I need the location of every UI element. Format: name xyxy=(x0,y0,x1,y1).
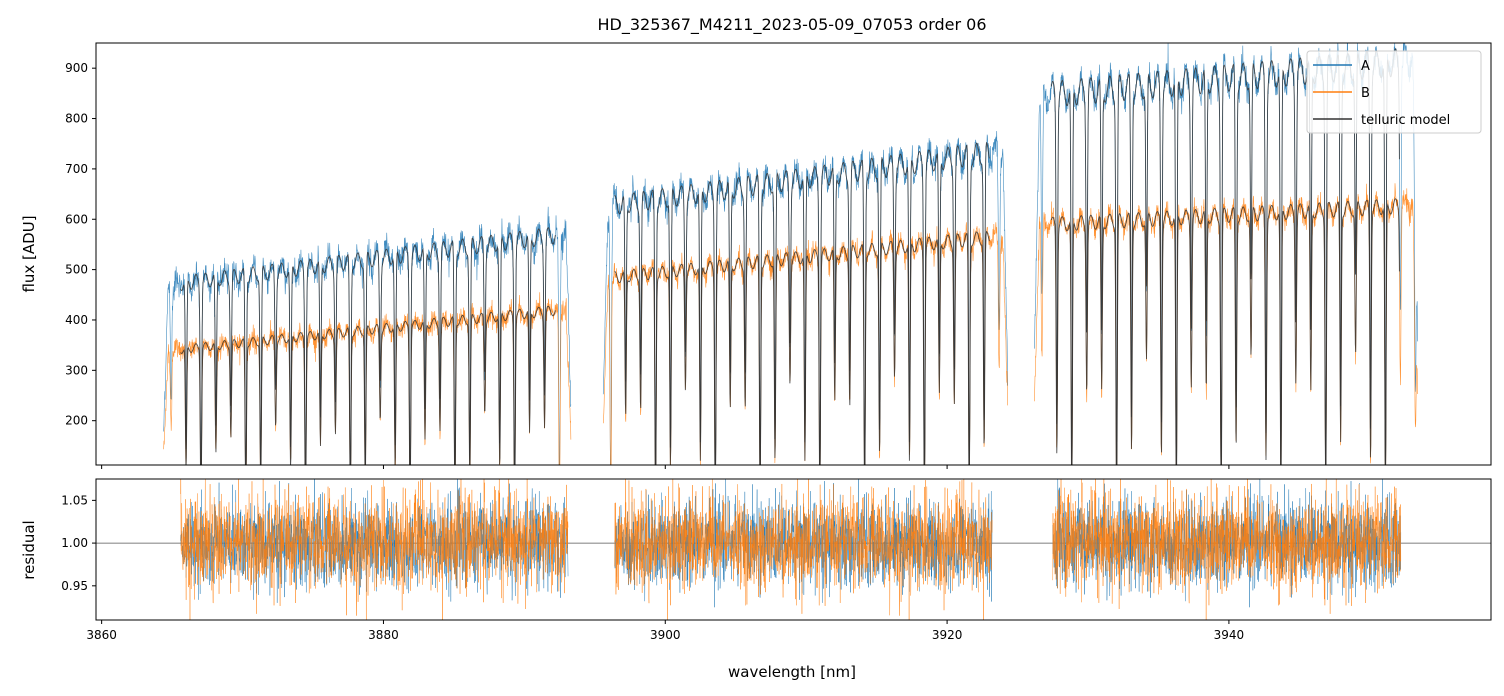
x-tick-label: 3920 xyxy=(932,628,963,642)
telluric-model-b-segment-2 xyxy=(614,231,990,465)
x-tick-label: 3900 xyxy=(650,628,681,642)
flux-series-group xyxy=(163,43,1419,465)
residual-x-ticks: 3860 3880 3900 3920 3940 xyxy=(86,620,1244,642)
chart-title: HD_325367_M4211_2023-05-09_07053 order 0… xyxy=(597,15,986,35)
flux-y-tick-label: 500 xyxy=(65,263,88,277)
flux-y-tick-label: 200 xyxy=(65,414,88,428)
telluric-model-a-segment-1 xyxy=(180,227,556,465)
flux-y-tick-label: 700 xyxy=(65,162,88,176)
x-tick-label: 3940 xyxy=(1214,628,1245,642)
legend-box xyxy=(1306,50,1482,134)
residual-series-b-segment-1 xyxy=(180,479,569,620)
residual-y-tick-label: 0.95 xyxy=(61,579,88,593)
flux-y-tick-label: 900 xyxy=(65,61,88,75)
legend: A B telluric model xyxy=(1306,50,1482,134)
residual-series-b-segment-3 xyxy=(1052,479,1402,620)
x-tick-label: 3860 xyxy=(86,628,117,642)
legend-label-a: A xyxy=(1361,59,1370,74)
flux-y-tick-label: 300 xyxy=(65,363,88,377)
flux-x-ticks xyxy=(101,465,1230,469)
residual-series-b-segment-2 xyxy=(614,479,993,620)
residual-y-tick-label: 1.00 xyxy=(61,536,88,550)
x-tick-label: 3880 xyxy=(368,628,399,642)
legend-label-b: B xyxy=(1361,86,1370,101)
residual-y-axis-label: residual xyxy=(20,520,38,579)
flux-panel-frame xyxy=(95,42,1492,466)
residual-panel: 0.95 1.00 1.05 3860 3880 3900 3920 3940 residu… xyxy=(20,478,1492,681)
flux-y-tick-label: 800 xyxy=(65,112,88,126)
flux-y-tick-label: 600 xyxy=(65,212,88,226)
residual-panel-frame xyxy=(95,478,1492,621)
flux-y-tick-label: 400 xyxy=(65,313,88,327)
telluric-model-b-segment-3 xyxy=(1050,198,1400,465)
residual-y-tick-label: 1.05 xyxy=(61,493,88,507)
legend-label-telluric-model: telluric model xyxy=(1361,113,1450,128)
flux-y-axis-label: flux [ADU] xyxy=(20,215,38,292)
flux-y-ticks: 200 300 400 500 600 700 800 900 xyxy=(65,61,96,428)
telluric-model-a-segment-2 xyxy=(614,141,990,465)
telluric-model-a-segment-3 xyxy=(1050,48,1400,465)
telluric-model-b-segment-1 xyxy=(180,305,556,465)
residual-y-ticks: 0.95 1.00 1.05 xyxy=(61,493,96,593)
x-axis-label: wavelength [nm] xyxy=(728,663,856,681)
residual-series-group xyxy=(96,479,1491,620)
flux-panel: 200 300 400 500 600 700 800 900 flux [ADU] A B … xyxy=(20,42,1492,469)
